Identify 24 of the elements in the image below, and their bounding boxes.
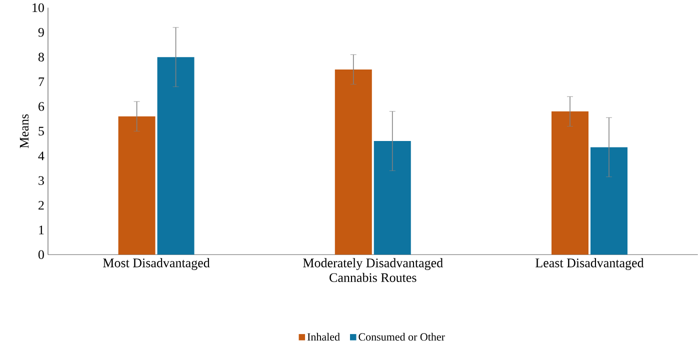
y-tick-label: 0 xyxy=(38,250,44,260)
x-tick-label: Least Disadvantaged xyxy=(536,258,644,270)
x-tick-label: Most Disadvantaged xyxy=(103,258,210,270)
y-tick-label: 5 xyxy=(38,127,44,136)
y-axis-title: Means xyxy=(20,114,29,148)
bar xyxy=(374,141,411,255)
bar xyxy=(118,116,156,255)
y-tick-label: 2 xyxy=(38,201,44,210)
y-tick-label: 9 xyxy=(38,28,44,37)
y-tick-label: 7 xyxy=(38,78,44,86)
y-tick-label: 8 xyxy=(38,52,44,62)
y-tick-label: 3 xyxy=(38,176,44,186)
y-tick-label: 10 xyxy=(32,4,44,12)
x-tick-label: Moderately Disadvantaged xyxy=(303,258,443,270)
legend-label: Consumed or Other xyxy=(358,333,445,341)
bar xyxy=(590,147,628,255)
bar xyxy=(157,57,194,255)
x-axis-title: Cannabis Routes xyxy=(330,273,416,282)
y-tick-label: 6 xyxy=(38,102,44,112)
bar xyxy=(552,112,588,255)
bar xyxy=(334,70,372,255)
legend-label: Inhaled xyxy=(307,333,340,341)
y-tick-label: 4 xyxy=(38,152,44,160)
y-tick-label: 1 xyxy=(39,226,44,234)
